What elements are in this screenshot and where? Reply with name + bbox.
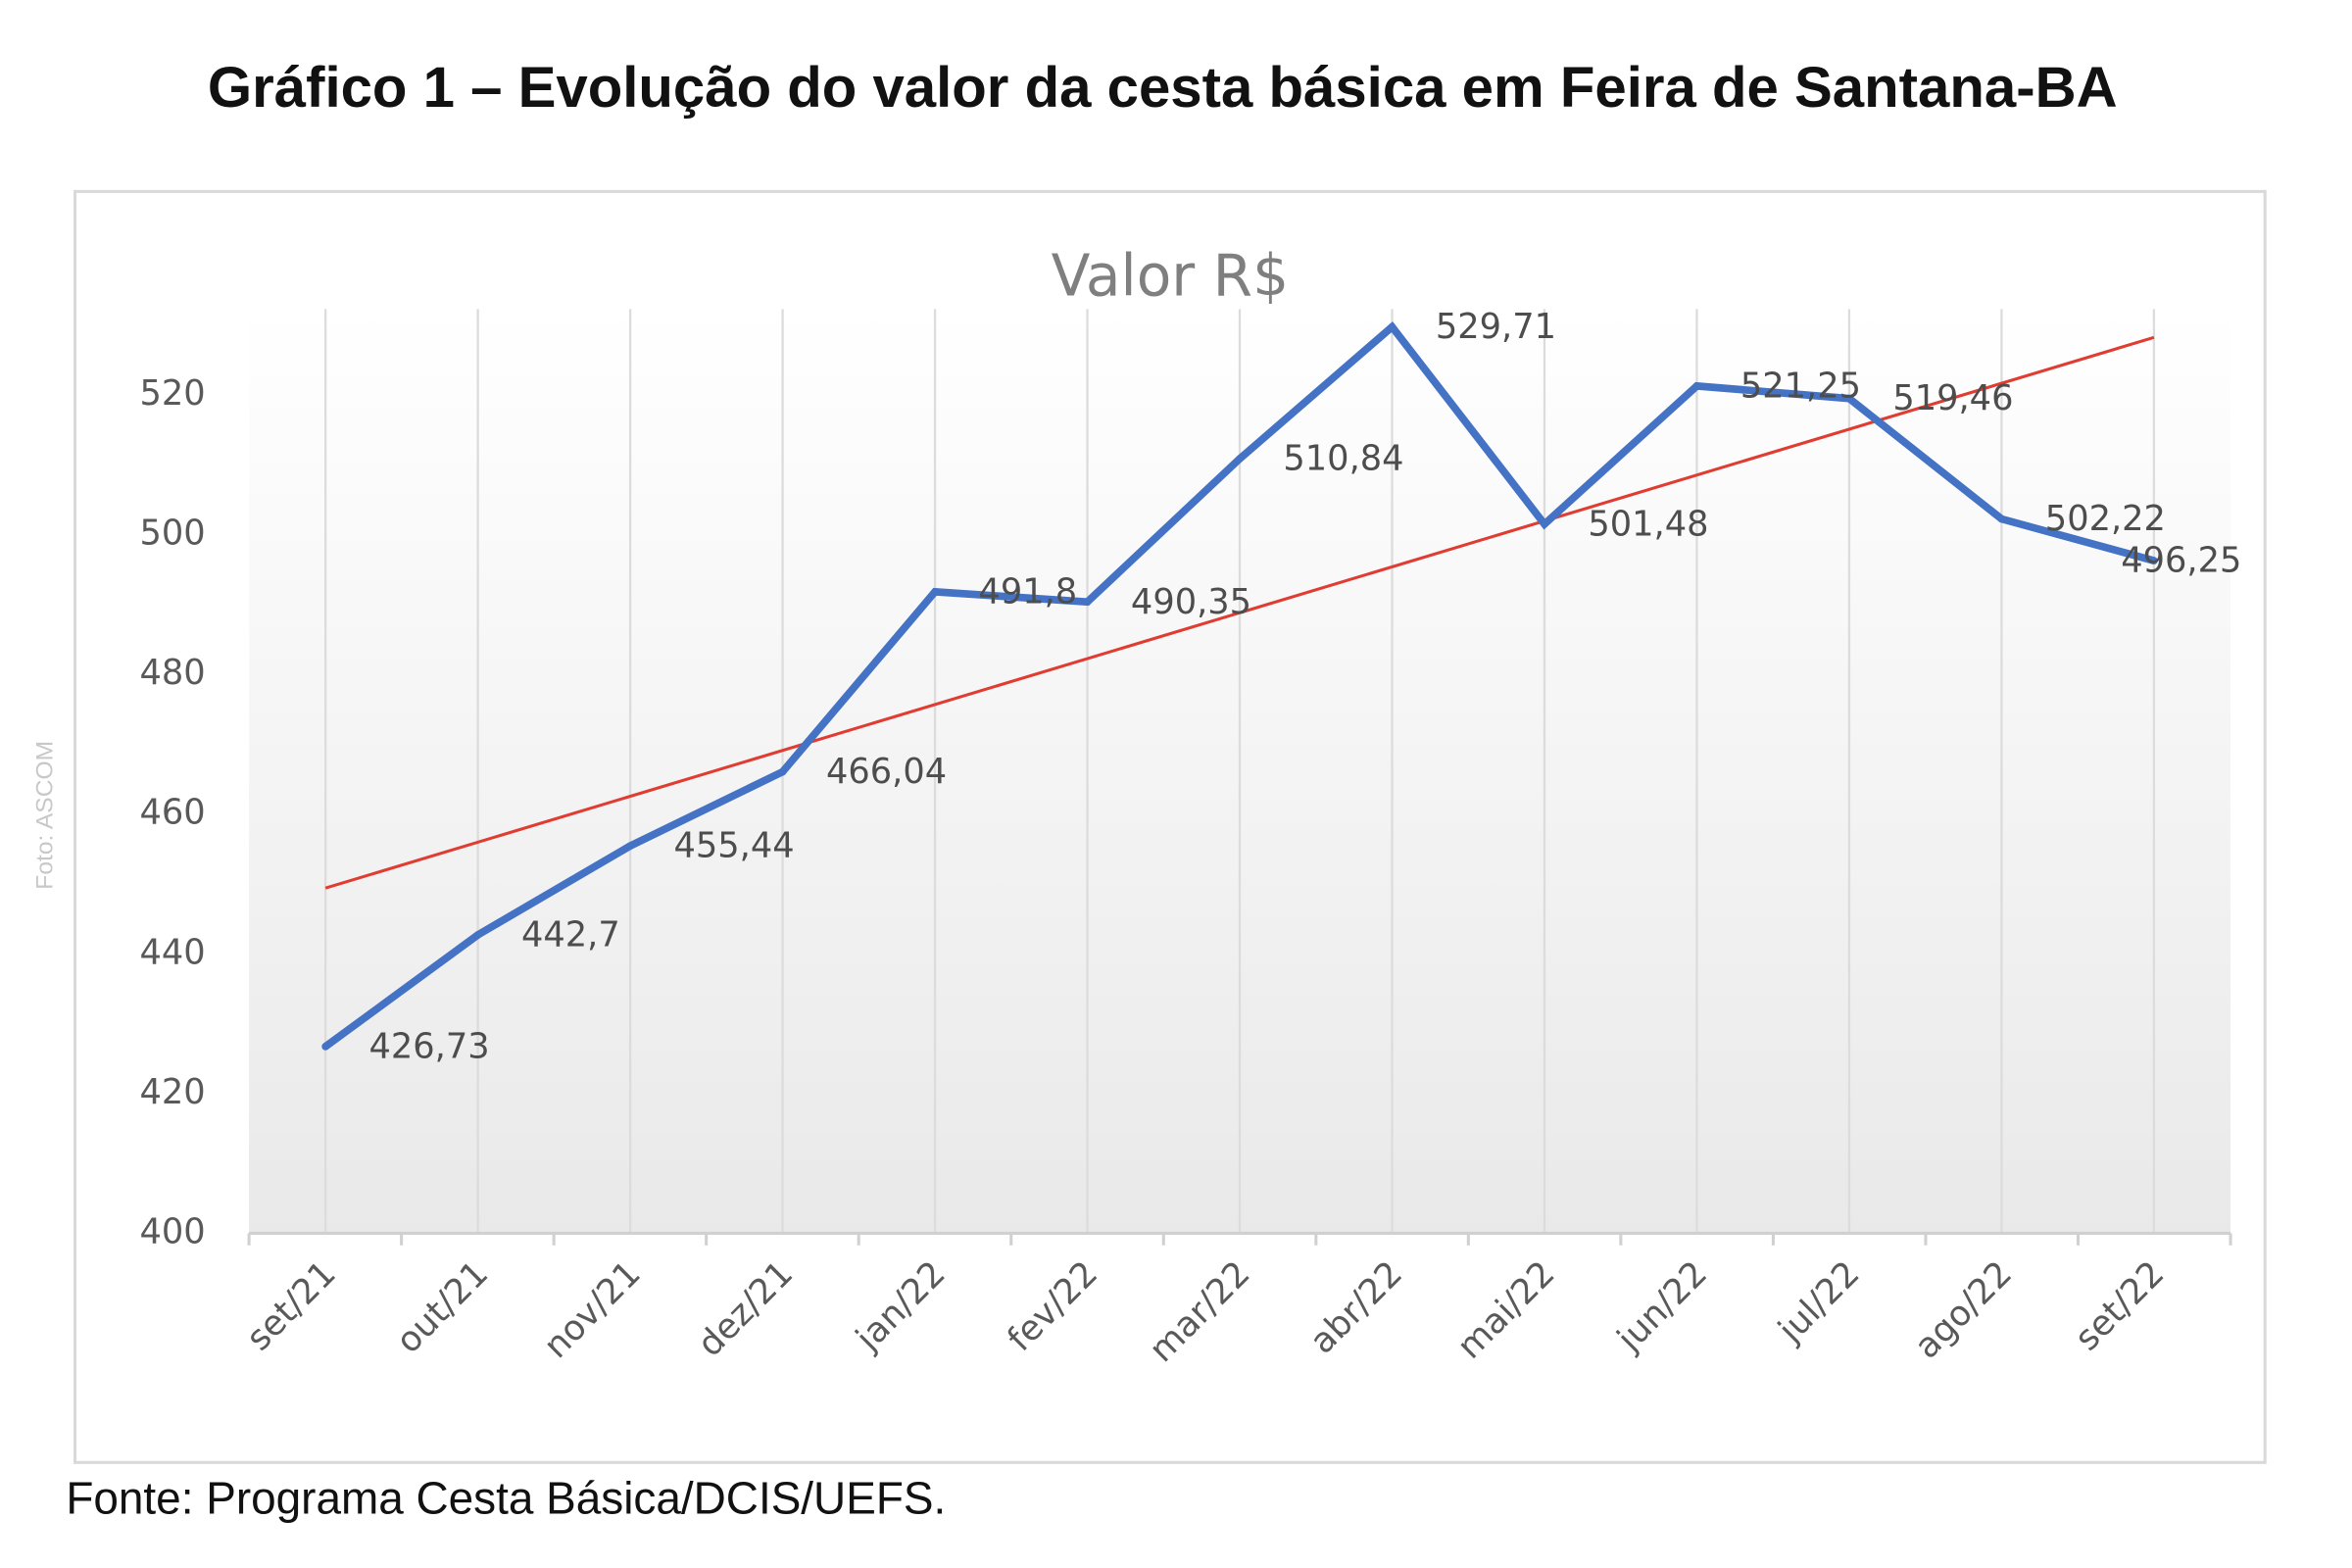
data-point <box>321 1043 329 1051</box>
data-point <box>778 767 787 776</box>
y-tick-label: 400 <box>140 1211 206 1251</box>
data-point <box>1388 322 1396 331</box>
data-label: 502,22 <box>2045 499 2166 539</box>
y-tick-label: 480 <box>140 653 206 693</box>
data-label: 455,44 <box>673 826 794 866</box>
data-label: 496,25 <box>2121 541 2241 581</box>
data-label: 466,04 <box>826 752 947 792</box>
chart-title: Valor R$ <box>1052 242 1289 309</box>
y-tick-label: 420 <box>140 1072 206 1112</box>
y-tick-label: 440 <box>140 932 206 972</box>
data-label: 521,25 <box>1740 366 1861 406</box>
y-tick-label: 520 <box>140 373 206 414</box>
data-label: 519,46 <box>1892 378 2013 418</box>
data-label: 529,71 <box>1436 307 1556 347</box>
data-label: 442,7 <box>521 914 620 955</box>
data-label: 426,73 <box>369 1026 490 1066</box>
data-point <box>1997 514 2006 523</box>
data-label: 510,84 <box>1283 439 1403 479</box>
y-tick-label: 500 <box>140 513 206 553</box>
trendline <box>324 335 2155 890</box>
data-point <box>1845 394 1853 403</box>
data-point <box>1083 598 1092 607</box>
data-point <box>1541 519 1548 528</box>
data-point <box>626 842 634 850</box>
data-point <box>931 588 939 596</box>
data-point <box>1236 455 1244 463</box>
data-point <box>1692 382 1701 390</box>
data-label: 491,8 <box>978 571 1077 612</box>
data-label: 501,48 <box>1588 504 1708 544</box>
photo-credit: Foto: ASCOM <box>32 741 59 890</box>
y-tick-label: 460 <box>140 793 206 833</box>
data-point <box>473 931 482 939</box>
data-label: 490,35 <box>1131 582 1251 622</box>
data-point <box>2150 557 2158 564</box>
source-note: Fonte: Programa Cesta Básica/DCIS/UEFS. <box>66 1473 946 1524</box>
figure-title: Gráfico 1 – Evolução do valor da cesta b… <box>208 56 2118 120</box>
